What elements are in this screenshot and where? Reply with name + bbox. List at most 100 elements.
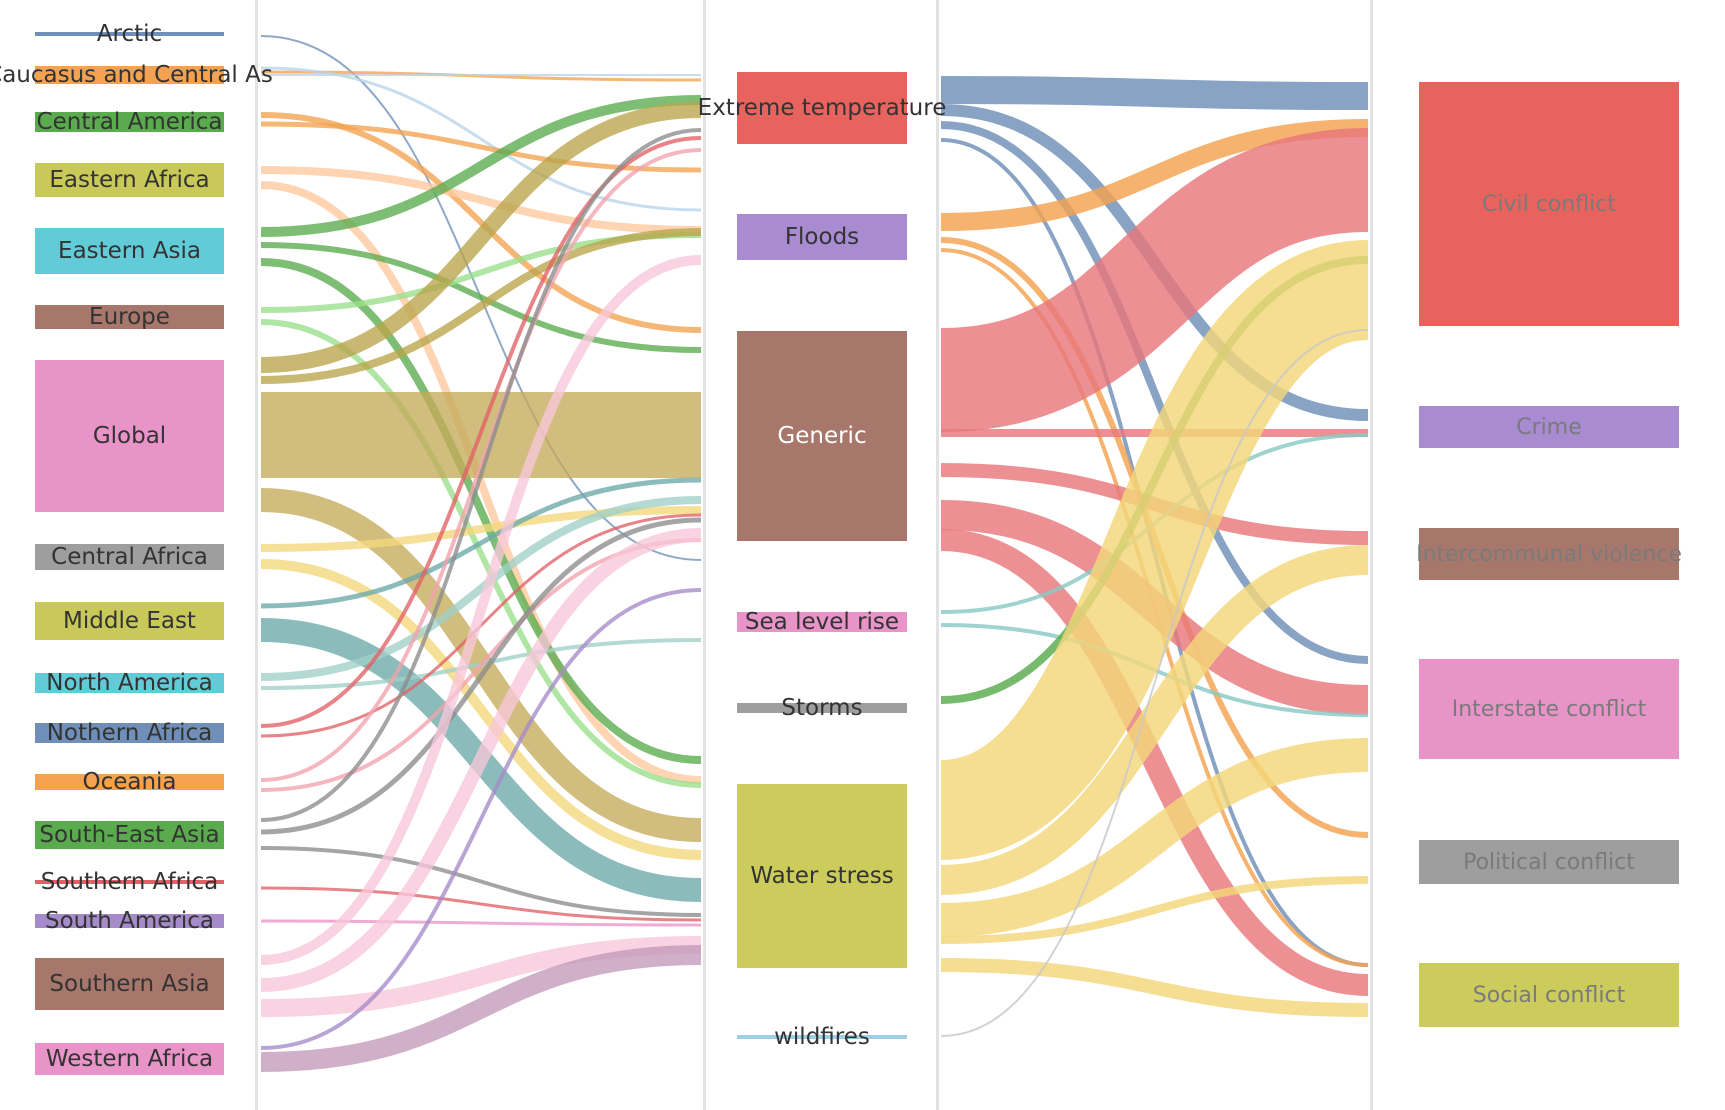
- conflict-label: Crime: [1516, 414, 1582, 440]
- region-node-north-america[interactable]: North America: [35, 669, 224, 697]
- region-label: Nothern Africa: [46, 720, 213, 746]
- region-label: Arctic: [96, 21, 163, 47]
- region-node-arctic[interactable]: Arctic: [35, 20, 224, 48]
- region-node-caucasus-central-asia[interactable]: Caucasus and Central As: [0, 61, 273, 89]
- flow-ribbon: [937, 240, 1372, 860]
- impact-label: Storms: [781, 695, 863, 721]
- flow-ribbon: [260, 846, 702, 917]
- impact-node-extreme-temperature[interactable]: Extreme temperature: [698, 72, 946, 144]
- region-node-central-america[interactable]: Central America: [35, 108, 224, 136]
- node-bar: [35, 66, 224, 84]
- flow-ribbon: [260, 258, 702, 764]
- region-node-western-africa[interactable]: Western Africa: [35, 1043, 224, 1075]
- node-bar: [35, 112, 224, 132]
- impact-node-wildfires[interactable]: wildfires: [737, 1023, 907, 1051]
- conflict-label: Social conflict: [1472, 982, 1626, 1008]
- flow-ribbon: [260, 886, 702, 922]
- region-node-southern-africa[interactable]: Southern Africa: [35, 868, 224, 896]
- node-bar: [35, 673, 224, 693]
- node-bar: [737, 331, 907, 541]
- node-bar: [35, 305, 224, 329]
- flow-ribbon: [260, 945, 702, 1072]
- region-node-south-east-asia[interactable]: South-East Asia: [35, 821, 224, 849]
- conflict-node-intercommunal-violence[interactable]: Intercommunal violence: [1416, 528, 1682, 580]
- impact-label: Extreme temperature: [697, 95, 947, 121]
- divider: [1370, 0, 1373, 1110]
- region-label: Europe: [89, 304, 170, 330]
- flow-ribbon: [940, 119, 1369, 231]
- node-bar: [1419, 528, 1679, 580]
- conflict-label: Political conflict: [1463, 849, 1635, 875]
- region-node-middle-east[interactable]: Middle East: [35, 602, 224, 640]
- region-label: Southern Asia: [49, 971, 210, 997]
- conflict-node-political-conflict[interactable]: Political conflict: [1419, 840, 1679, 884]
- conflict-node-civil-conflict[interactable]: Civil conflict: [1419, 82, 1679, 326]
- impact-node-generic[interactable]: Generic: [737, 331, 907, 541]
- flow-ribbon: [260, 496, 702, 681]
- impact-label: wildfires: [774, 1024, 870, 1050]
- region-node-south-america[interactable]: South America: [35, 907, 224, 935]
- flow-ribbon: [940, 529, 1369, 996]
- flow-ribbon: [260, 242, 702, 353]
- flow-ribbon: [939, 128, 1370, 432]
- node-bar: [1419, 82, 1679, 326]
- flow-ribbon: [260, 559, 702, 860]
- conflict-label: Civil conflict: [1482, 191, 1616, 217]
- node-bar: [1419, 963, 1679, 1027]
- node-bar: [1419, 406, 1679, 448]
- flow-ribbon: [940, 76, 1369, 110]
- node-bar: [35, 32, 224, 36]
- region-node-europe[interactable]: Europe: [35, 303, 224, 331]
- impact-node-sea-level-rise[interactable]: Sea level rise: [737, 608, 907, 636]
- node-bar: [737, 612, 907, 632]
- flow-ribbon: [940, 545, 1369, 895]
- impact-label: Water stress: [750, 863, 894, 889]
- region-label: Eastern Africa: [49, 167, 210, 193]
- divider: [936, 0, 939, 1110]
- node-bar: [35, 602, 224, 640]
- region-label: South-East Asia: [39, 822, 220, 848]
- conflict-node-social-conflict[interactable]: Social conflict: [1419, 963, 1679, 1027]
- region-label: Caucasus and Central As: [0, 62, 273, 88]
- node-bar: [35, 163, 224, 197]
- region-label: Eastern Asia: [58, 238, 201, 264]
- impact-node-storms[interactable]: Storms: [737, 694, 907, 722]
- region-node-central-africa[interactable]: Central Africa: [35, 543, 224, 571]
- node-bar: [35, 723, 224, 743]
- flow-ribbon: [940, 958, 1369, 1017]
- impact-node-floods[interactable]: Floods: [737, 214, 907, 260]
- node-bar: [737, 72, 907, 144]
- conflict-node-crime[interactable]: Crime: [1419, 406, 1679, 448]
- region-node-southern-asia[interactable]: Southern Asia: [35, 958, 224, 1010]
- impact-node-water-stress[interactable]: Water stress: [737, 784, 907, 968]
- node-bar: [35, 821, 224, 849]
- flow-ribbon: [260, 255, 702, 965]
- node-bar: [35, 228, 224, 274]
- flow-ribbon: [260, 517, 702, 835]
- flow-ribbon: [260, 148, 702, 782]
- flow-ribbon: [260, 528, 702, 992]
- region-node-oceania[interactable]: Oceania: [35, 768, 224, 796]
- node-bar: [737, 214, 907, 260]
- node-bar: [1419, 659, 1679, 759]
- region-node-global[interactable]: Global: [35, 360, 224, 512]
- node-bar: [35, 774, 224, 790]
- region-node-northern-africa[interactable]: Nothern Africa: [35, 719, 224, 747]
- flow-ribbon: [260, 95, 702, 237]
- node-bar: [35, 360, 224, 512]
- impact-label: Sea level rise: [744, 609, 900, 635]
- region-node-eastern-asia[interactable]: Eastern Asia: [35, 228, 224, 274]
- node-bar: [35, 958, 224, 1010]
- region-label: Global: [92, 423, 167, 449]
- region-label: Western Africa: [45, 1046, 214, 1072]
- flow-ribbon: [260, 166, 702, 234]
- region-node-eastern-africa[interactable]: Eastern Africa: [35, 163, 224, 197]
- node-bar: [35, 1043, 224, 1075]
- region-label: South America: [44, 908, 215, 934]
- node-bar: [35, 880, 224, 884]
- node-bar: [35, 914, 224, 928]
- node-bar: [1419, 840, 1679, 884]
- conflict-node-interstate-conflict[interactable]: Interstate conflict: [1419, 659, 1679, 759]
- conflict-label: Interstate conflict: [1451, 696, 1647, 722]
